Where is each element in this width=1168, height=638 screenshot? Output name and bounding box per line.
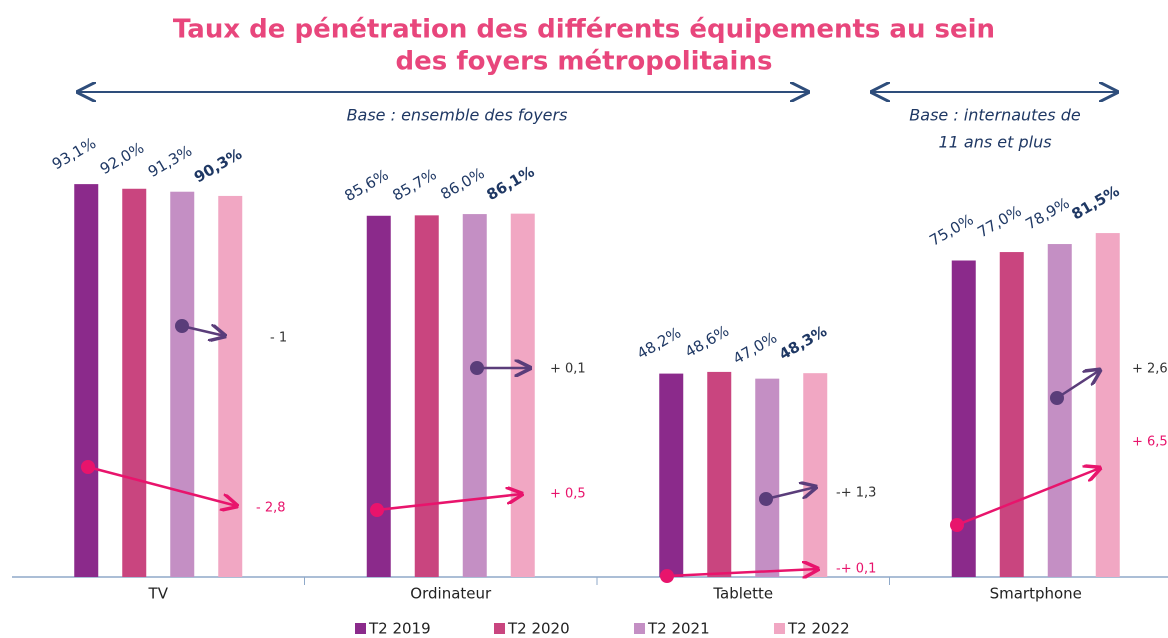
change-arrow: [376, 494, 522, 512]
value-label: 77,0%: [974, 202, 1024, 241]
change-arrow: [666, 569, 818, 576]
legend-swatch: [774, 623, 785, 634]
bar: [1047, 244, 1072, 578]
x-tick-label: Ordinateur: [410, 585, 492, 603]
change-arrow: [765, 487, 816, 501]
arrow-dot: [759, 492, 773, 506]
bar: [218, 195, 243, 577]
value-label: 78,9%: [1022, 194, 1072, 233]
x-tick-label: Smartphone: [990, 585, 1082, 603]
bar: [755, 378, 780, 577]
bar: [803, 373, 828, 577]
arrow-dot: [470, 361, 484, 375]
value-label: 86,1%: [483, 162, 537, 204]
legend-label: T2 2019: [368, 620, 431, 638]
value-label: 91,3%: [145, 142, 195, 181]
change-arrow: [956, 468, 1100, 527]
value-label: 47,0%: [730, 329, 780, 368]
legend-swatch: [634, 623, 645, 634]
bar: [707, 371, 732, 577]
change-arrows: [81, 319, 1100, 583]
legend-swatch: [355, 623, 366, 634]
value-label: 48,3%: [776, 322, 830, 364]
arrow-dot: [175, 319, 189, 333]
bar: [1095, 233, 1120, 577]
arrow-dot: [370, 503, 384, 517]
change-label: + 0,5: [550, 487, 586, 502]
value-label: 85,6%: [341, 166, 391, 205]
bar: [366, 215, 391, 577]
value-label: 75,0%: [926, 210, 976, 249]
base-label: Base : internautes de: [909, 106, 1081, 125]
change-label: + 6,5: [1132, 435, 1168, 450]
value-label: 85,7%: [389, 165, 439, 204]
legend-label: T2 2021: [647, 620, 710, 638]
chart-title: des foyers métropolitains: [396, 47, 773, 77]
change-label: + 2,6: [1132, 362, 1168, 377]
x-tick-label: TV: [148, 585, 169, 603]
legend-label: T2 2022: [787, 620, 850, 638]
value-label: 48,6%: [682, 322, 732, 361]
chart-title: Taux de pénétration des différents équip…: [173, 15, 995, 45]
legend-swatch: [494, 623, 505, 634]
change-label: -+ 0,1: [836, 562, 876, 577]
bar: [659, 373, 684, 577]
bar: [170, 191, 195, 578]
arrow-dot: [81, 460, 95, 474]
change-label: -+ 1,3: [836, 486, 876, 501]
value-label: 90,3%: [191, 145, 245, 187]
arrow-dot: [660, 569, 674, 583]
arrow-dot: [1050, 391, 1064, 405]
value-label: 48,2%: [634, 323, 684, 362]
change-arrow: [1056, 370, 1100, 400]
change-label: - 2,8: [256, 501, 286, 516]
value-label: 81,5%: [1068, 182, 1122, 224]
base-label: Base : ensemble des foyers: [347, 106, 568, 125]
change-label: - 1: [270, 331, 287, 346]
bar: [122, 188, 147, 577]
bar: [74, 184, 99, 578]
change-arrow: [181, 326, 225, 336]
value-label: 92,0%: [97, 139, 147, 178]
base-label: 11 ans et plus: [938, 133, 1051, 152]
bar: [462, 214, 487, 577]
value-label: 93,1%: [49, 134, 99, 173]
legend-label: T2 2020: [507, 620, 570, 638]
arrow-dot: [950, 518, 964, 532]
bar: [999, 252, 1024, 577]
bar: [510, 213, 535, 577]
change-label: + 0,1: [550, 362, 586, 377]
bar: [414, 215, 439, 577]
x-tick-label: Tablette: [712, 585, 773, 603]
value-label: 86,0%: [437, 164, 487, 203]
change-arrow: [87, 465, 237, 506]
